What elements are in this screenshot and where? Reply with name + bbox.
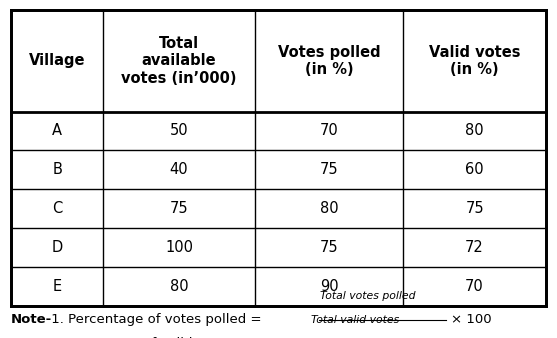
Text: A: A — [52, 123, 62, 139]
Text: 2. Percentage of valid votes =: 2. Percentage of valid votes = — [47, 337, 249, 338]
Text: B: B — [52, 162, 62, 177]
Text: 60: 60 — [465, 162, 484, 177]
Text: 80: 80 — [465, 123, 484, 139]
Text: 75: 75 — [320, 240, 338, 255]
Text: C: C — [52, 201, 62, 216]
Text: Total votes polled: Total votes polled — [320, 291, 416, 301]
Text: E: E — [52, 279, 62, 294]
Text: 1. Percentage of votes polled =: 1. Percentage of votes polled = — [47, 313, 262, 327]
Bar — [11, 10, 546, 306]
Text: Note-: Note- — [11, 313, 52, 327]
Text: Village: Village — [29, 53, 85, 68]
Text: Total valid votes: Total valid votes — [311, 315, 399, 325]
Text: × 100: × 100 — [431, 337, 471, 338]
Text: 70: 70 — [465, 279, 484, 294]
Text: 90: 90 — [320, 279, 338, 294]
Text: Total
available
votes (in’000): Total available votes (in’000) — [121, 36, 237, 86]
Text: D: D — [52, 240, 63, 255]
Text: 50: 50 — [170, 123, 188, 139]
Text: 40: 40 — [170, 162, 188, 177]
Text: 100: 100 — [165, 240, 193, 255]
Text: 75: 75 — [170, 201, 188, 216]
Text: Votes polled
(in %): Votes polled (in %) — [278, 45, 380, 77]
Text: 70: 70 — [320, 123, 338, 139]
Text: 75: 75 — [465, 201, 484, 216]
Text: 72: 72 — [465, 240, 484, 255]
Text: × 100: × 100 — [451, 313, 492, 327]
Text: 80: 80 — [320, 201, 338, 216]
Text: 75: 75 — [320, 162, 338, 177]
Text: Valid votes
(in %): Valid votes (in %) — [429, 45, 520, 77]
Text: 80: 80 — [170, 279, 188, 294]
